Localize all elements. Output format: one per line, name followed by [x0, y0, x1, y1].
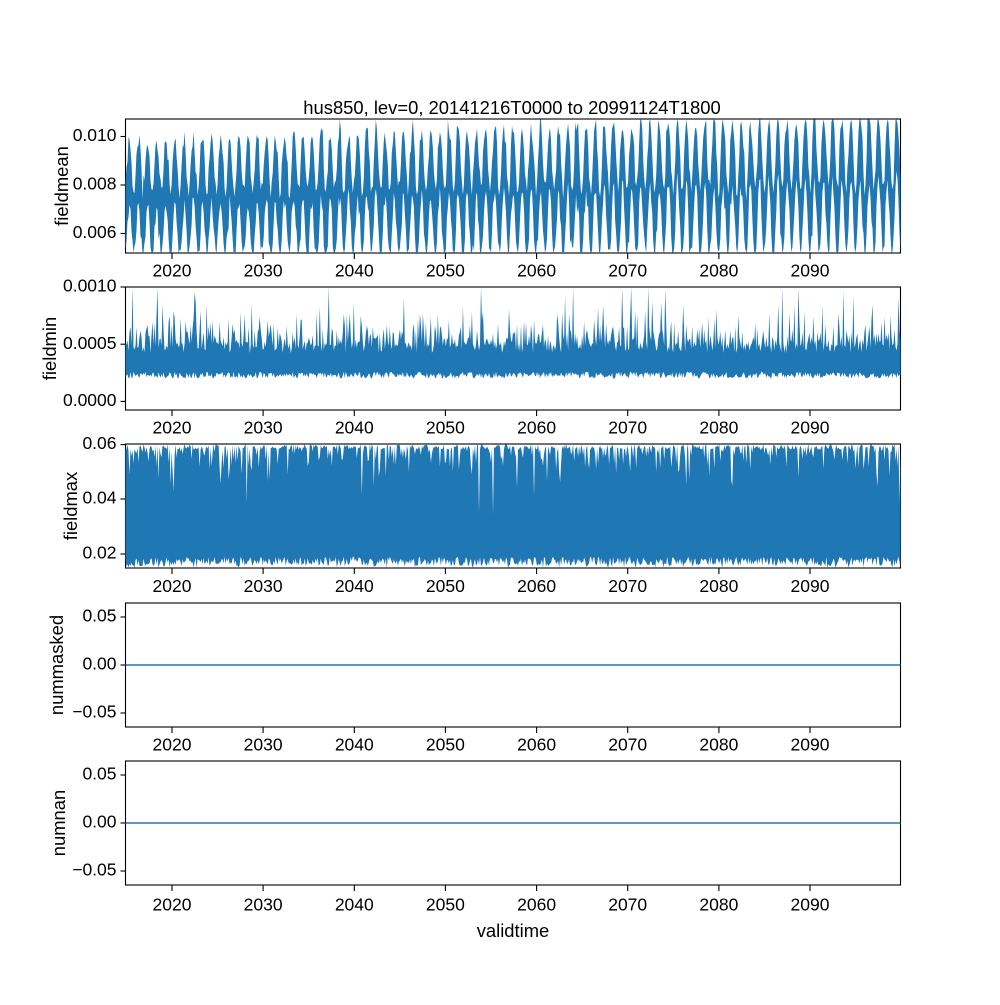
svg-text:2070: 2070 [608, 418, 647, 438]
svg-text:2060: 2060 [517, 261, 556, 281]
svg-text:2020: 2020 [153, 576, 192, 596]
svg-text:2050: 2050 [426, 576, 465, 596]
svg-text:0.0005: 0.0005 [63, 333, 117, 353]
svg-text:2040: 2040 [335, 418, 374, 438]
svg-text:fieldmean: fieldmean [51, 146, 72, 226]
svg-text:0.05: 0.05 [82, 606, 116, 626]
svg-text:2090: 2090 [791, 261, 830, 281]
svg-text:0.006: 0.006 [73, 222, 117, 242]
svg-text:numnan: numnan [48, 790, 69, 856]
svg-text:0.04: 0.04 [82, 488, 116, 508]
svg-text:2090: 2090 [791, 576, 830, 596]
svg-text:2070: 2070 [608, 261, 647, 281]
svg-text:2040: 2040 [335, 735, 374, 755]
svg-text:2060: 2060 [517, 735, 556, 755]
svg-text:2030: 2030 [244, 735, 283, 755]
svg-text:0.008: 0.008 [73, 174, 117, 194]
svg-text:2020: 2020 [153, 735, 192, 755]
svg-text:2020: 2020 [153, 895, 192, 915]
svg-text:2080: 2080 [699, 576, 738, 596]
svg-text:2080: 2080 [699, 735, 738, 755]
svg-text:2070: 2070 [608, 576, 647, 596]
svg-text:hus850, lev=0, 20141216T0000 t: hus850, lev=0, 20141216T0000 to 20991124… [303, 97, 720, 118]
svg-text:validtime: validtime [477, 920, 550, 941]
svg-text:2060: 2060 [517, 895, 556, 915]
svg-text:2060: 2060 [517, 418, 556, 438]
svg-text:−0.05: −0.05 [72, 860, 116, 880]
svg-text:fieldmin: fieldmin [39, 317, 60, 380]
svg-text:2090: 2090 [791, 735, 830, 755]
svg-text:2050: 2050 [426, 735, 465, 755]
svg-text:2020: 2020 [153, 261, 192, 281]
svg-text:2050: 2050 [426, 261, 465, 281]
svg-text:0.0010: 0.0010 [63, 276, 117, 296]
svg-text:nummasked: nummasked [46, 615, 67, 715]
svg-text:2050: 2050 [426, 418, 465, 438]
svg-text:2030: 2030 [244, 418, 283, 438]
svg-text:−0.05: −0.05 [72, 702, 116, 722]
svg-text:2050: 2050 [426, 895, 465, 915]
svg-text:2030: 2030 [244, 261, 283, 281]
svg-text:2020: 2020 [153, 418, 192, 438]
svg-text:0.010: 0.010 [73, 125, 117, 145]
svg-text:2070: 2070 [608, 895, 647, 915]
svg-text:0.00: 0.00 [82, 812, 116, 832]
svg-text:2080: 2080 [699, 895, 738, 915]
svg-text:2080: 2080 [699, 261, 738, 281]
svg-text:2090: 2090 [791, 418, 830, 438]
svg-text:2030: 2030 [244, 576, 283, 596]
svg-text:2060: 2060 [517, 576, 556, 596]
svg-text:2080: 2080 [699, 418, 738, 438]
svg-text:2040: 2040 [335, 895, 374, 915]
svg-text:2030: 2030 [244, 895, 283, 915]
svg-text:0.00: 0.00 [82, 654, 116, 674]
svg-text:0.0000: 0.0000 [63, 390, 117, 410]
svg-text:2040: 2040 [335, 261, 374, 281]
svg-text:0.06: 0.06 [82, 433, 116, 453]
svg-text:fieldmax: fieldmax [60, 472, 81, 540]
svg-text:2040: 2040 [335, 576, 374, 596]
svg-text:0.02: 0.02 [82, 543, 116, 563]
svg-text:2090: 2090 [791, 895, 830, 915]
svg-text:2070: 2070 [608, 735, 647, 755]
svg-text:0.05: 0.05 [82, 764, 116, 784]
